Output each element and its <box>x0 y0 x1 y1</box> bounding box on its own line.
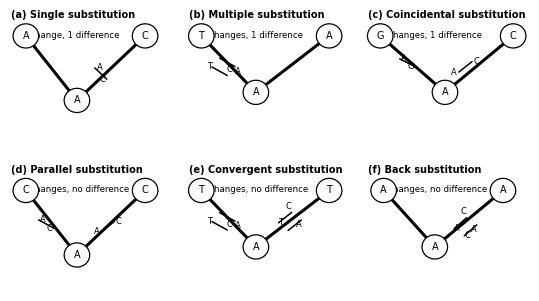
Ellipse shape <box>500 24 526 48</box>
Ellipse shape <box>189 24 214 48</box>
Ellipse shape <box>371 178 397 203</box>
Text: (c) Coincidental substitution: (c) Coincidental substitution <box>368 10 526 20</box>
Ellipse shape <box>64 243 89 267</box>
Text: T: T <box>326 185 332 195</box>
Text: C: C <box>46 224 52 233</box>
Text: C: C <box>142 185 148 195</box>
Text: A: A <box>253 87 259 97</box>
Text: G: G <box>377 31 384 41</box>
Text: T: T <box>198 185 204 195</box>
Ellipse shape <box>64 88 89 113</box>
Text: T: T <box>207 63 212 71</box>
Ellipse shape <box>316 178 342 203</box>
Text: C: C <box>142 31 148 41</box>
Text: A: A <box>500 185 506 195</box>
Text: C: C <box>464 231 470 240</box>
Text: 3 changes, no difference: 3 changes, no difference <box>202 185 309 194</box>
Text: A: A <box>253 242 259 252</box>
Text: (e) Convergent substitution: (e) Convergent substitution <box>189 165 343 175</box>
Ellipse shape <box>490 178 516 203</box>
Ellipse shape <box>133 24 158 48</box>
Text: A: A <box>381 185 387 195</box>
Text: A: A <box>74 95 80 105</box>
Text: A: A <box>234 67 240 76</box>
Text: A: A <box>326 31 333 41</box>
Ellipse shape <box>243 80 268 104</box>
Text: T: T <box>279 218 284 227</box>
Ellipse shape <box>13 178 39 203</box>
Ellipse shape <box>189 178 214 203</box>
Text: (a) Single substitution: (a) Single substitution <box>10 10 135 20</box>
Text: 2 changes, 1 difference: 2 changes, 1 difference <box>202 30 303 39</box>
Text: 1 change, 1 difference: 1 change, 1 difference <box>23 30 120 39</box>
Ellipse shape <box>243 235 268 259</box>
Ellipse shape <box>316 24 342 48</box>
Text: C: C <box>474 57 480 66</box>
Text: A: A <box>431 242 438 252</box>
Text: C: C <box>23 185 29 195</box>
Ellipse shape <box>422 235 447 259</box>
Text: C: C <box>226 220 232 229</box>
Text: A: A <box>96 64 102 72</box>
Text: A: A <box>402 54 407 63</box>
Text: A: A <box>23 31 29 41</box>
Text: (d) Parallel substitution: (d) Parallel substitution <box>10 165 142 175</box>
Text: C: C <box>286 202 292 211</box>
Text: A: A <box>441 87 448 97</box>
Text: A: A <box>40 215 46 224</box>
Ellipse shape <box>432 80 458 104</box>
Text: (f) Back substitution: (f) Back substitution <box>368 165 482 175</box>
Text: C: C <box>510 31 516 41</box>
Text: 2 changes, 1 difference: 2 changes, 1 difference <box>380 30 482 39</box>
Text: C: C <box>226 65 232 74</box>
Text: G: G <box>407 62 413 71</box>
Text: T: T <box>198 31 204 41</box>
Text: A: A <box>454 224 460 233</box>
Text: A: A <box>74 250 80 260</box>
Text: C: C <box>99 75 105 84</box>
Text: C: C <box>461 207 467 216</box>
Text: A: A <box>234 221 240 230</box>
Text: A: A <box>296 220 301 229</box>
Text: 2 changes, no difference: 2 changes, no difference <box>23 185 130 194</box>
Text: C: C <box>116 217 122 226</box>
Ellipse shape <box>368 24 393 48</box>
Text: A: A <box>451 67 457 76</box>
Text: 2 changes, no difference: 2 changes, no difference <box>380 185 487 194</box>
Text: T: T <box>207 217 212 226</box>
Text: A: A <box>471 225 477 234</box>
Text: A: A <box>94 228 99 237</box>
Ellipse shape <box>133 178 158 203</box>
Text: (b) Multiple substitution: (b) Multiple substitution <box>189 10 325 20</box>
Ellipse shape <box>13 24 39 48</box>
